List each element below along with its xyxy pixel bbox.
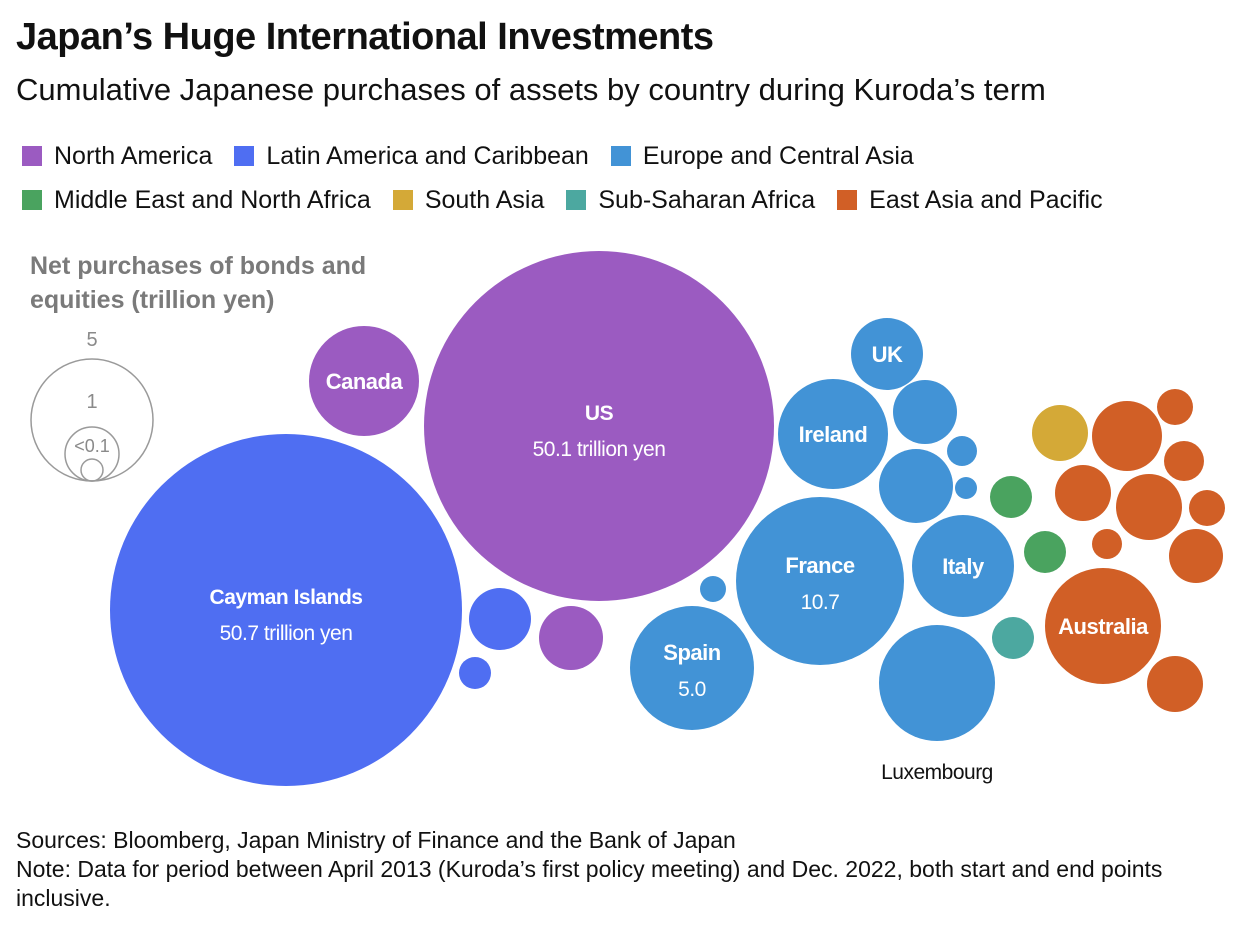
bubble bbox=[1147, 656, 1203, 712]
bubble bbox=[893, 380, 957, 444]
legend-label: Sub-Saharan Africa bbox=[598, 185, 816, 214]
legend-row-2: Middle East and North Africa South Asia … bbox=[22, 184, 1242, 216]
size-key-title: equities (trillion yen) bbox=[30, 286, 274, 314]
legend-swatch bbox=[392, 190, 413, 210]
legend-label: South Asia bbox=[424, 185, 545, 214]
bubble-australia bbox=[1045, 568, 1161, 684]
legend-swatch bbox=[22, 190, 42, 210]
size-key-label: 1 bbox=[86, 391, 97, 413]
bubble bbox=[1092, 529, 1122, 559]
legend-item-east-asia: East Asia and Pacific bbox=[837, 185, 1103, 215]
legend-item-sub-saharan: Sub-Saharan Africa bbox=[566, 186, 815, 215]
bubble-luxembourg bbox=[879, 625, 995, 741]
bubble bbox=[1169, 529, 1223, 583]
bubble-chart: Net purchases of bonds and equities (tri… bbox=[30, 251, 1225, 786]
bubble-cayman-islands bbox=[110, 434, 462, 786]
bubble bbox=[1164, 441, 1204, 481]
bubble-label-cayman-islands: Cayman Islands bbox=[210, 586, 363, 609]
bubble bbox=[1116, 474, 1182, 540]
bubble bbox=[947, 436, 977, 466]
bubble bbox=[1092, 401, 1162, 471]
bubble-label-uk: UK bbox=[872, 342, 903, 367]
bubble-spain bbox=[630, 606, 754, 730]
bubble-value-us: 50.1 trillion yen bbox=[533, 438, 666, 461]
size-key-circle-tiny bbox=[80, 458, 104, 482]
chart-title: Japan’s Huge International Investments bbox=[16, 16, 714, 58]
bubble bbox=[879, 449, 953, 523]
size-key-label: <0.1 bbox=[74, 436, 110, 456]
legend-item-north-america: North America bbox=[22, 142, 212, 171]
bubble-value-cayman-islands: 50.7 trillion yen bbox=[220, 622, 353, 645]
bubble-label-spain: Spain bbox=[663, 640, 720, 665]
sources-note: Sources: Bloomberg, Japan Ministry of Fi… bbox=[16, 827, 736, 853]
chart-subtitle: Cumulative Japanese purchases of assets … bbox=[16, 72, 1046, 107]
legend-label: Europe and Central Asia bbox=[642, 141, 914, 170]
bubbles: Cayman Islands 50.7 trillion yen US 50.1 tr… bbox=[110, 251, 1225, 786]
bubble-label-us: US bbox=[585, 402, 614, 425]
size-key-label: 5 bbox=[86, 329, 97, 351]
bubble bbox=[469, 588, 531, 650]
legend-swatch bbox=[566, 190, 587, 210]
bubble bbox=[992, 617, 1034, 659]
bubble-ireland bbox=[778, 379, 888, 489]
legend-label: East Asia and Pacific bbox=[869, 185, 1103, 214]
bubble bbox=[539, 606, 603, 670]
legend-item-south-asia: South Asia bbox=[392, 185, 545, 215]
bubble bbox=[1055, 465, 1111, 521]
bubble-canada bbox=[309, 326, 419, 436]
size-key-circle-5 bbox=[30, 358, 154, 482]
bubble-us bbox=[424, 251, 774, 601]
legend-label: Latin America and Caribbean bbox=[266, 141, 589, 170]
legend-item-latin-america: Latin America and Caribbean bbox=[234, 141, 589, 171]
bubble-label-luxembourg: Luxembourg bbox=[881, 761, 993, 784]
bubble bbox=[1024, 531, 1066, 573]
legend-item-middle-east: Middle East and North Africa bbox=[22, 186, 371, 215]
legend-item-europe: Europe and Central Asia bbox=[610, 141, 914, 171]
size-key: Net purchases of bonds and equities (tri… bbox=[30, 252, 366, 482]
legend-swatch bbox=[22, 146, 42, 166]
legend-row-1: North America Latin America and Caribbea… bbox=[22, 140, 1242, 172]
bubble bbox=[955, 477, 977, 499]
bubble bbox=[459, 657, 491, 689]
bubble-france bbox=[736, 497, 904, 665]
legend-label: Middle East and North Africa bbox=[54, 185, 371, 214]
bubble bbox=[700, 576, 726, 602]
legend-label: North America bbox=[54, 141, 213, 170]
size-key-title: Net purchases of bonds and bbox=[30, 252, 366, 280]
bubble-label-italy: Italy bbox=[942, 554, 985, 579]
data-note: Note: Data for period between April 2013… bbox=[16, 856, 1163, 911]
bubble bbox=[1189, 490, 1225, 526]
bubble bbox=[990, 476, 1032, 518]
bubble bbox=[1157, 389, 1193, 425]
bubble-value-spain: 5.0 bbox=[678, 678, 706, 701]
bubble bbox=[1032, 405, 1088, 461]
legend-swatch bbox=[610, 146, 631, 166]
bubble-label-ireland: Ireland bbox=[799, 422, 868, 447]
bubble-label-canada: Canada bbox=[326, 369, 404, 394]
bubble-value-france: 10.7 bbox=[801, 591, 840, 614]
bubble-uk bbox=[851, 318, 923, 390]
bubble-italy bbox=[912, 515, 1014, 617]
bubble-label-france: France bbox=[785, 553, 854, 578]
legend: North America Latin America and Caribbea… bbox=[22, 140, 1242, 228]
footer: Sources: Bloomberg, Japan Ministry of Fi… bbox=[16, 826, 1246, 913]
legend-swatch bbox=[234, 146, 255, 166]
bubble-label-australia: Australia bbox=[1058, 614, 1149, 639]
legend-swatch bbox=[837, 190, 858, 210]
